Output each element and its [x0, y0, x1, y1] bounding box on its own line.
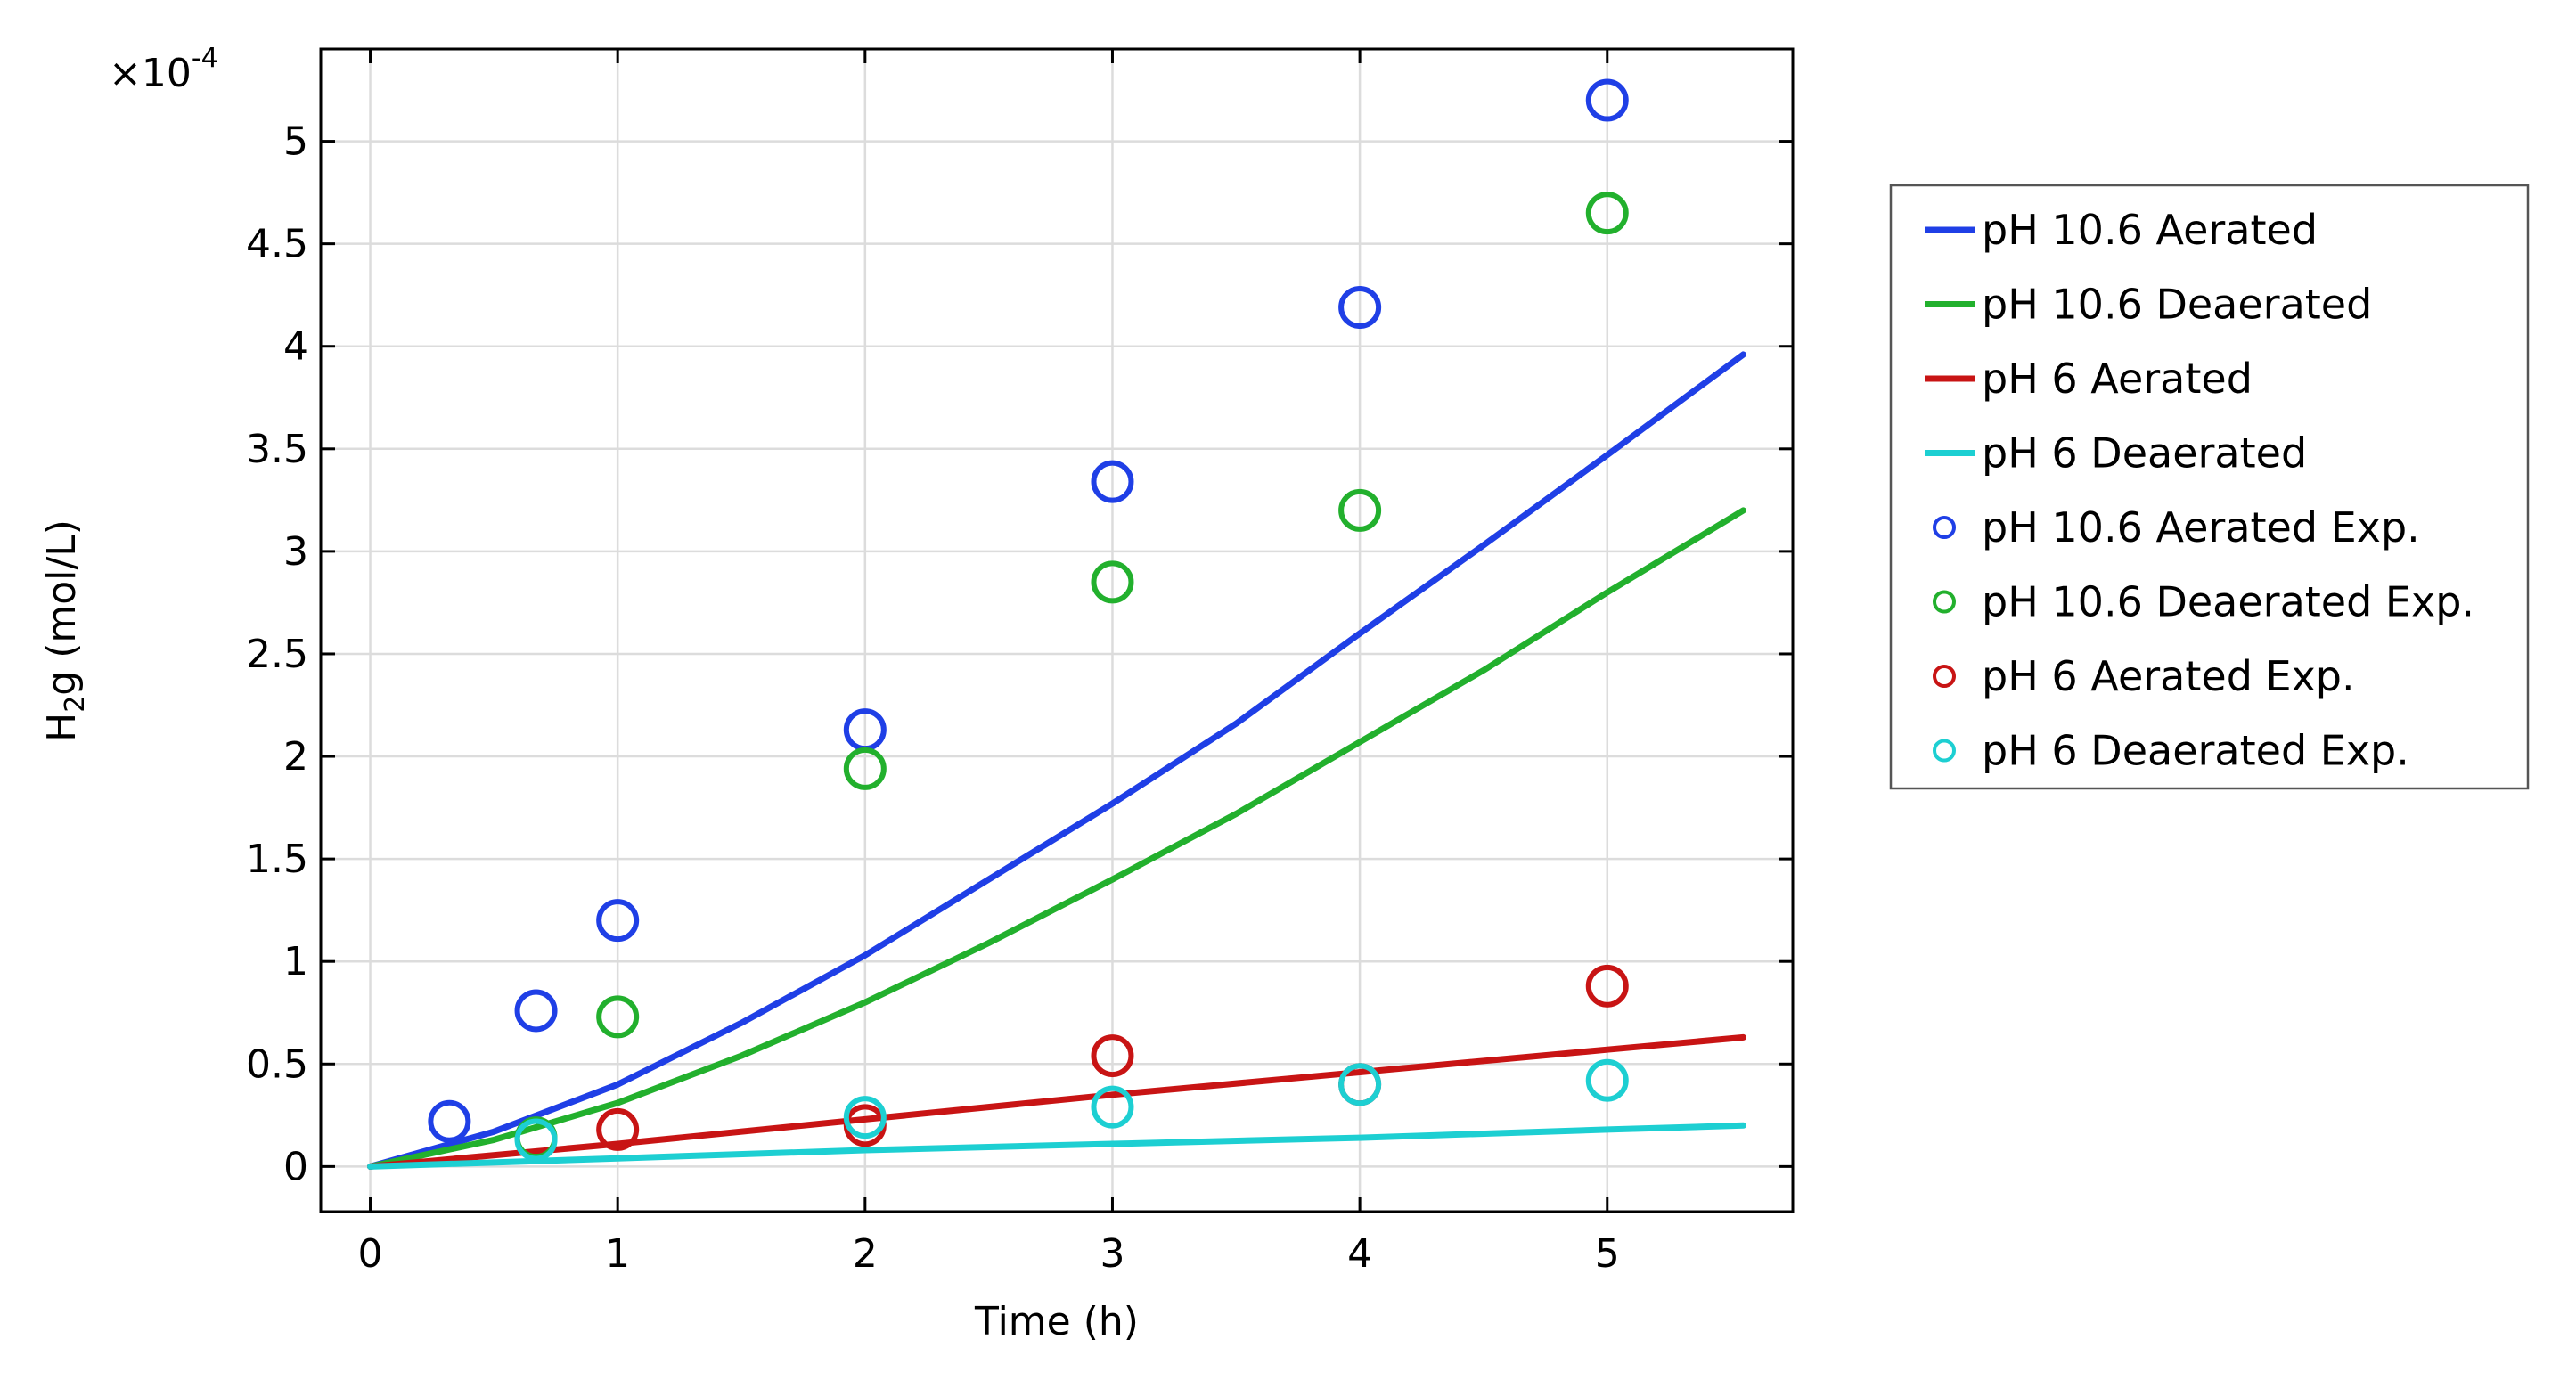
legend-swatch-ph-6-deaerated-exp — [1933, 739, 1956, 763]
legend-label-ph-6-deaerated: pH 6 Deaerated — [1982, 429, 2307, 478]
x-tick-label: 1 — [605, 1231, 630, 1277]
legend: pH 10.6 Aerated pH 10.6 Deaerated pH 6 Aer… — [1889, 184, 2530, 790]
data-point-ph-10-6-deaerated-exp — [1585, 192, 1629, 235]
legend-swatch-ph-10-6-deaerated-exp — [1933, 590, 1956, 614]
data-point-ph-10-6-aerated-exp — [1338, 286, 1382, 329]
y-tick-label: 4 — [283, 324, 308, 370]
y-tick-label: 0.5 — [246, 1041, 308, 1087]
grid — [321, 49, 1793, 1212]
data-point-ph-6-deaerated-exp — [1585, 1058, 1629, 1102]
plot-frame — [319, 47, 1795, 1213]
legend-label-ph-6-aerated: pH 6 Aerated — [1982, 355, 2253, 403]
y-tick-label: 1.5 — [246, 837, 308, 882]
y-tick-label: 2 — [283, 734, 308, 780]
data-point-ph-10-6-aerated-exp — [1091, 460, 1134, 503]
legend-label-ph-10-6-deaerated-exp: pH 10.6 Deaerated Exp. — [1982, 578, 2474, 626]
legend-label-ph-6-deaerated-exp: pH 6 Deaerated Exp. — [1982, 727, 2409, 775]
y-tick-label: 1 — [283, 939, 308, 984]
data-point-ph-10-6-deaerated-exp — [596, 995, 640, 1039]
y-tick-label: 3 — [283, 529, 308, 575]
y-tick-label: 3.5 — [246, 427, 308, 472]
legend-label-ph-10-6-deaerated: pH 10.6 Deaerated — [1982, 281, 2372, 329]
data-point-ph-10-6-aerated-exp — [596, 899, 640, 943]
legend-box — [1889, 184, 2530, 790]
legend-swatch-ph-6-aerated-exp — [1933, 665, 1956, 688]
data-point-ph-6-deaerated-exp — [843, 1096, 887, 1139]
data-point-ph-6-aerated-exp — [596, 1107, 640, 1151]
series-line-ph-6-deaerated — [367, 1122, 1746, 1170]
data-point-ph-6-aerated-exp — [1091, 1034, 1134, 1078]
series-line-ph-6-aerated — [367, 1033, 1746, 1170]
data-point-ph-10-6-aerated-exp — [428, 1099, 471, 1143]
legend-label-ph-10-6-aerated: pH 10.6 Aerated — [1982, 206, 2318, 254]
data-point-ph-10-6-deaerated-exp — [1338, 488, 1382, 532]
y-tick-label: 5 — [283, 119, 308, 165]
multiplier-label: ×10-4 — [109, 43, 218, 96]
y-tick-label: 4.5 — [246, 222, 308, 267]
data-point-ph-10-6-deaerated-exp — [843, 747, 887, 790]
x-tick-label: 0 — [358, 1231, 383, 1277]
x-tick-label: 3 — [1100, 1231, 1124, 1277]
y-axis-title: H2g (mol/L) — [39, 519, 91, 742]
legend-swatch-ph-10-6-aerated-exp — [1933, 516, 1956, 539]
legend-items: pH 10.6 Aerated pH 10.6 Deaerated pH 6 Aer… — [1925, 206, 2474, 775]
x-tick-label: 5 — [1595, 1231, 1620, 1277]
y-tick-label: 2.5 — [246, 632, 308, 677]
data-point-ph-10-6-aerated-exp — [514, 989, 558, 1033]
data-point-ph-6-aerated-exp — [1585, 964, 1629, 1008]
x-axis-title: Time (h) — [974, 1299, 1139, 1344]
x-tick-label: 4 — [1347, 1231, 1372, 1277]
data-point-ph-10-6-deaerated-exp — [1091, 560, 1134, 604]
x-tick-label: 2 — [853, 1231, 878, 1277]
y-tick-label: 0 — [283, 1144, 308, 1189]
legend-label-ph-6-aerated-exp: pH 6 Aerated Exp. — [1982, 652, 2355, 700]
data-point-ph-6-deaerated-exp — [514, 1118, 558, 1162]
legend-label-ph-10-6-aerated-exp: pH 10.6 Aerated Exp. — [1982, 503, 2420, 551]
series-line-ph-10-6-deaerated — [367, 507, 1746, 1170]
data-layer — [367, 78, 1746, 1170]
ticks: 0 1 2 3 4 5 0 0.5 1 1.5 2 2.5 3 3.5 4 4.5 5 — [246, 49, 1793, 1277]
data-point-ph-6-deaerated-exp — [1091, 1085, 1134, 1129]
data-point-ph-6-deaerated-exp — [1338, 1063, 1382, 1106]
data-point-ph-10-6-aerated-exp — [1585, 78, 1629, 122]
series-line-ph-10-6-aerated — [367, 351, 1746, 1170]
